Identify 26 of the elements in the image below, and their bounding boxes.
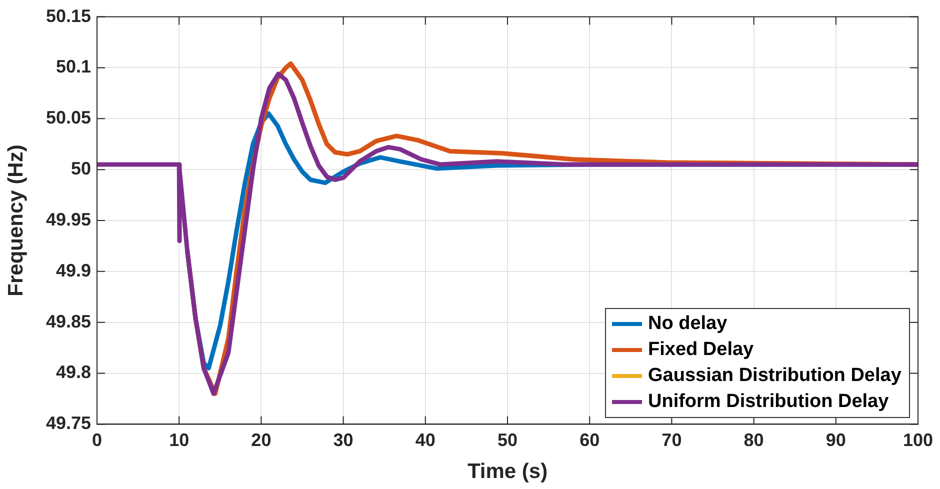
y-tick-label: 50.05 [46,108,91,128]
y-tick-label: 49.95 [46,209,91,230]
x-tick-label: 10 [169,430,190,450]
x-axis-title: Time (s) [467,460,548,484]
x-tick-label: 30 [333,430,354,450]
y-tick-label: 49.85 [46,311,91,332]
y-axis-title: Frequency (Hz) [4,144,28,296]
legend-label: Fixed Delay [648,338,754,362]
legend-label: Gaussian Distribution Delay [648,364,902,388]
x-tick-label: 40 [415,430,436,450]
x-tick-label: 50 [497,430,518,450]
x-tick-label: 0 [92,430,102,450]
y-tick-label: 49.9 [56,260,91,280]
x-tick-label: 60 [580,430,600,450]
y-tick-label: 49.8 [56,362,91,382]
y-tick-label: 50.1 [56,56,91,77]
y-tick-label: 50.15 [46,6,91,26]
legend-label: Uniform Distribution Delay [648,390,889,414]
legend-label: No delay [648,312,728,336]
x-tick-label: 80 [744,430,764,450]
y-tick-label: 50 [70,158,91,179]
x-tick-label: 100 [902,430,934,450]
x-tick-label: 90 [826,430,846,450]
y-tick-label: 49.75 [46,413,91,434]
x-tick-label: 70 [662,430,682,450]
x-tick-label: 20 [251,430,272,450]
